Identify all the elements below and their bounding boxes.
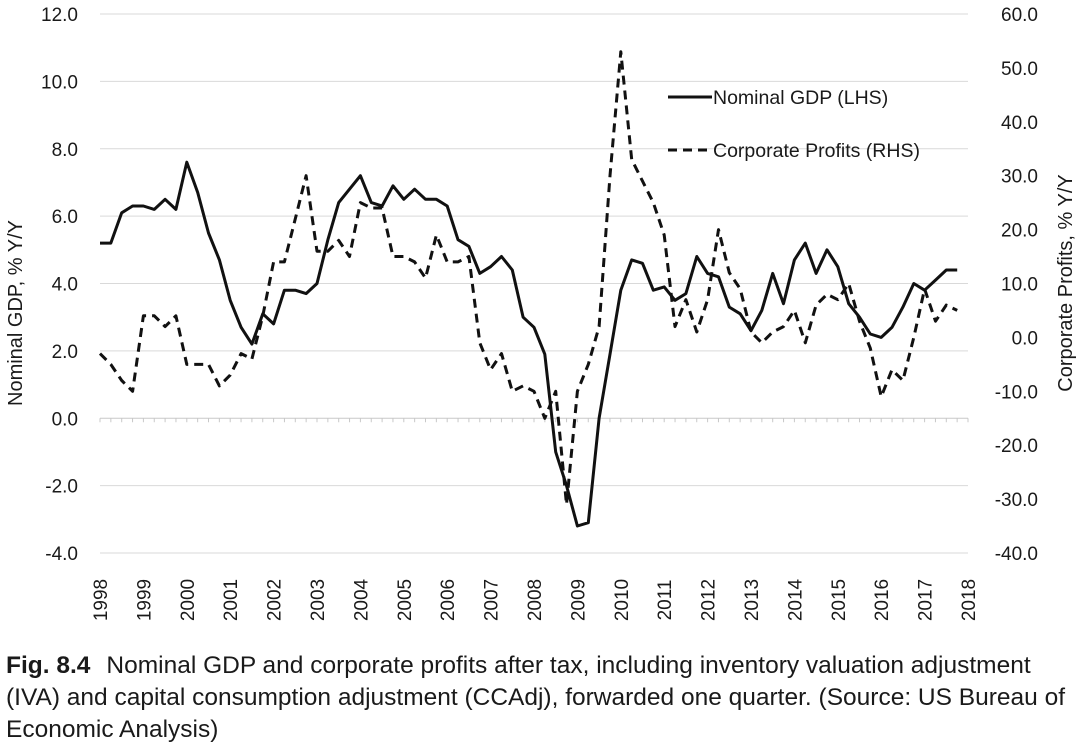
left-axis-ticks: 12.0 10.0 8.0 6.0 4.0 2.0 0.0 -2.0 -4.0 <box>41 5 78 565</box>
x-tick-label: 2010 <box>612 579 633 621</box>
x-tick-label: 2014 <box>785 578 806 621</box>
right-tick-label: 30.0 <box>1001 167 1038 188</box>
figure-caption-text: Nominal GDP and corporate profits after … <box>6 652 1066 743</box>
left-tick-label: 0.0 <box>52 409 78 430</box>
x-tick-label: 2004 <box>351 578 372 621</box>
left-tick-label: 2.0 <box>52 342 78 363</box>
gridlines <box>99 13 969 554</box>
right-axis-ticks: 60.0 50.0 40.0 30.0 20.0 10.0 0.0 -10.0 -20.0 -30… <box>995 5 1038 565</box>
x-tick-label: 2002 <box>265 579 286 621</box>
left-tick-label: 6.0 <box>52 207 78 228</box>
right-tick-label: 40.0 <box>1001 113 1038 134</box>
left-tick-label: -2.0 <box>45 477 78 498</box>
x-tick-label: 2013 <box>742 579 763 621</box>
x-tick-label: 2001 <box>221 579 242 621</box>
x-tick-label: 2007 <box>482 579 503 621</box>
x-tick-label: 1998 <box>91 579 112 621</box>
left-axis-label: Nominal GDP, % Y/Y <box>5 220 27 406</box>
left-tick-label: 4.0 <box>52 275 78 296</box>
x-tick-label: 2016 <box>872 579 893 621</box>
right-tick-label: 20.0 <box>1001 221 1038 242</box>
left-tick-label: -4.0 <box>45 544 78 565</box>
x-tick-label: 2006 <box>438 579 459 621</box>
x-tick-label: 2008 <box>525 579 546 621</box>
right-axis-label: Corporate Profits, % Y/Y <box>1055 174 1077 392</box>
right-tick-label: 10.0 <box>1001 275 1038 296</box>
series-layer <box>98 50 958 528</box>
right-tick-label: -30.0 <box>995 490 1038 511</box>
left-tick-label: 8.0 <box>52 140 78 161</box>
x-tick-label: 2005 <box>395 579 416 621</box>
x-tick-label: 2011 <box>655 580 676 621</box>
chart: 12.0 10.0 8.0 6.0 4.0 2.0 0.0 -2.0 -4.0 60.0 50.0… <box>5 5 1077 621</box>
figure-caption: Fig. 8.4 Nominal GDP and corporate profit… <box>6 650 1088 746</box>
right-tick-label: 60.0 <box>1001 5 1038 26</box>
series-line-nominal-gdp-lhs <box>100 160 958 528</box>
left-tick-label: 10.0 <box>41 72 78 93</box>
x-tick-label: 2018 <box>959 579 980 621</box>
right-tick-label: 0.0 <box>1012 328 1038 349</box>
legend-label-corporate-profits: Corporate Profits (RHS) <box>713 140 920 162</box>
x-axis-ticks: 1998 1999 2000 2001 2002 2003 2004 2005 2006 2007… <box>91 578 980 621</box>
x-tick-label: 2015 <box>829 579 850 621</box>
legend-label-nominal-gdp: Nominal GDP (LHS) <box>713 87 888 109</box>
x-tick-label: 2000 <box>178 579 199 621</box>
x-tick-label: 1999 <box>134 579 155 621</box>
series-line-corporate-profits-rhs <box>98 50 958 506</box>
right-tick-label: -40.0 <box>995 544 1038 565</box>
right-tick-label: -10.0 <box>995 382 1038 403</box>
x-tick-label: 2009 <box>568 579 589 621</box>
legend: Nominal GDP (LHS) Corporate Profits (RHS… <box>668 87 920 162</box>
left-tick-label: 12.0 <box>41 5 78 26</box>
right-tick-label: -20.0 <box>995 436 1038 457</box>
right-tick-label: 50.0 <box>1001 59 1038 80</box>
x-tick-label: 2012 <box>699 579 720 621</box>
x-tick-label: 2003 <box>308 579 329 621</box>
figure-label: Fig. 8.4 <box>6 652 91 679</box>
x-tick-label: 2017 <box>916 579 937 621</box>
